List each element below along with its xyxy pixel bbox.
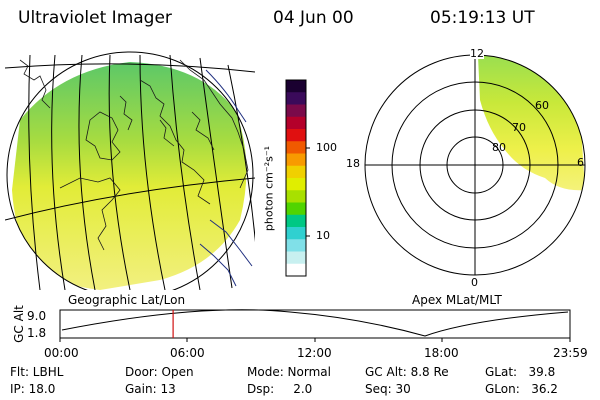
- colorbar-segment: [286, 104, 306, 118]
- colorbar-tick-10: 10: [316, 229, 330, 242]
- orbit-x-tick-3: 18:00: [424, 346, 459, 360]
- colorbar-segment: [286, 178, 306, 191]
- info-flt: Flt: LBHL: [10, 365, 64, 379]
- orbit-y-axis-label: GC Alt: [12, 305, 26, 343]
- colorbar-segment: [286, 190, 306, 204]
- colorbar-tick-100: 100: [316, 141, 337, 154]
- info-glon: GLon: 36.2: [485, 382, 558, 396]
- colorbar-segment: [286, 80, 306, 93]
- mlt-label-18: 18: [346, 157, 360, 170]
- orbit-y-tick-low: 1.8: [27, 326, 47, 340]
- colorbar-segment: [286, 251, 306, 265]
- colorbar-segment: [286, 116, 306, 130]
- orbit-x-tick-0: 00:00: [44, 346, 79, 360]
- orbit-ticks: [59, 338, 571, 342]
- observation-time: 05:19:13 UT: [430, 8, 535, 28]
- info-ip: IP: 18.0: [10, 382, 56, 396]
- observation-date: 04 Jun 00: [273, 8, 354, 28]
- info-gc-alt: GC Alt: 8.8 Re: [365, 365, 449, 379]
- polar-emission-region: [478, 55, 585, 191]
- uv-emission-region: [12, 62, 247, 290]
- orbit-x-tick-1: 06:00: [170, 346, 205, 360]
- colorbar: [285, 79, 310, 277]
- mlat-label-70: 70: [512, 121, 526, 134]
- coastlines: [19, 59, 249, 251]
- colorbar-segment: [286, 263, 306, 277]
- colorbar-frame: [285, 79, 307, 277]
- info-door: Door: Open: [125, 365, 194, 379]
- info-gain: Gain: 13: [125, 382, 176, 396]
- coastline-edge: [199, 69, 253, 287]
- orbit-plot: [59, 309, 571, 342]
- info-mode: Mode: Normal: [247, 365, 331, 379]
- apex-panel-label: Apex MLat/MLT: [412, 293, 502, 307]
- meridian-lines: [28, 54, 255, 290]
- geographic-panel-label: Geographic Lat/Lon: [68, 293, 186, 307]
- latitude-lines: [5, 63, 255, 221]
- colorbar-unit-label: photon cm⁻²s⁻¹: [262, 145, 276, 232]
- altitude-curve: [61, 309, 569, 337]
- mlt-label-6: 6: [577, 156, 584, 169]
- mlt-label-0: 0: [471, 276, 478, 289]
- mlat-label-60: 60: [535, 99, 549, 112]
- orbit-x-tick-4: 23:59: [553, 346, 588, 360]
- geographic-map: [5, 51, 255, 290]
- info-seq: Seq: 30: [365, 382, 411, 396]
- instrument-title: Ultraviolet Imager: [18, 8, 172, 28]
- colorbar-segment: [286, 141, 306, 155]
- colorbar-segment: [286, 227, 306, 240]
- colorbar-segment: [286, 214, 306, 228]
- mlat-label-80: 80: [492, 141, 506, 154]
- colorbar-segment: [286, 202, 306, 216]
- colorbar-segment: [286, 129, 306, 142]
- orbit-y-tick-high: 9.0: [27, 309, 47, 323]
- colorbar-segment: [286, 92, 306, 106]
- colorbar-segment: [286, 239, 306, 253]
- orbit-x-tick-2: 12:00: [297, 346, 332, 360]
- polar-plot: [364, 54, 586, 276]
- mlt-label-12: 12: [470, 47, 484, 60]
- colorbar-segment: [286, 165, 306, 179]
- colorbar-segment: [286, 153, 306, 167]
- info-glat: GLat: 39.8: [485, 365, 556, 379]
- info-dsp: Dsp: 2.0: [247, 382, 313, 396]
